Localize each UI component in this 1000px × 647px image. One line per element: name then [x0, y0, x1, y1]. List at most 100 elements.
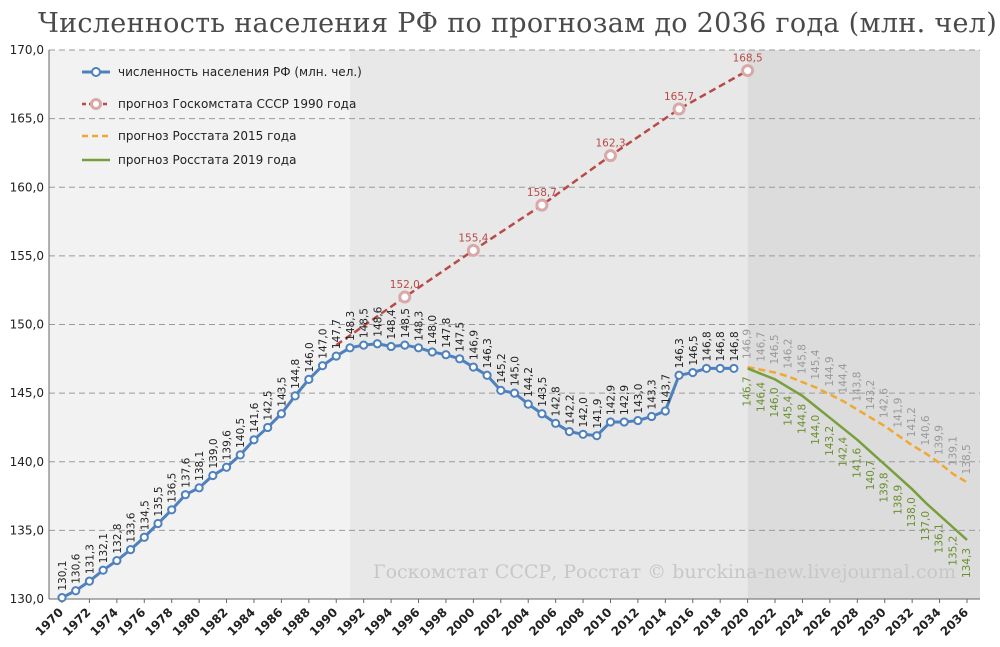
actual-data-label: 148,3 [414, 311, 426, 341]
actual-point [619, 417, 629, 427]
actual-data-label: 143,0 [633, 384, 645, 414]
actual-point [71, 586, 81, 596]
x-tick-label: 2026 [800, 605, 834, 639]
x-tick-label: 2018 [691, 605, 725, 639]
goskomstat-point [741, 64, 755, 78]
rosstat-2015-data-label: 142,6 [879, 388, 891, 418]
rosstat-2015-data-label: 141,9 [892, 398, 904, 428]
actual-data-label: 148,5 [400, 308, 412, 338]
y-tick-label: 130,0 [10, 592, 44, 606]
actual-data-label: 142,5 [263, 390, 275, 420]
x-tick-label: 2014 [636, 605, 670, 639]
actual-data-label: 148,5 [359, 308, 371, 338]
rosstat-2019-data-label: 145,4 [783, 395, 795, 425]
actual-point [125, 544, 136, 555]
goskomstat-data-label: 162,3 [595, 138, 625, 150]
actual-data-label: 146,3 [482, 338, 494, 368]
goskomstat-data-label: 155,4 [458, 232, 488, 244]
actual-point [372, 339, 382, 349]
actual-data-label: 146,3 [674, 338, 686, 368]
rosstat-2019-data-label: 137,0 [920, 511, 932, 541]
actual-point [194, 483, 204, 493]
y-tick-label: 135,0 [10, 523, 44, 537]
actual-data-label: 147,8 [441, 318, 453, 348]
actual-point [537, 409, 547, 419]
actual-point [523, 399, 533, 409]
actual-data-label: 143,5 [276, 377, 288, 407]
actual-data-label: 146,8 [729, 331, 741, 361]
chart-title: Численность населения РФ по прогнозам до… [37, 8, 998, 39]
actual-point [701, 363, 712, 374]
x-tick-label: 2036 [938, 605, 972, 639]
actual-data-label: 135,5 [153, 486, 165, 516]
actual-data-label: 130,1 [57, 561, 69, 591]
x-tick-label: 2024 [773, 605, 807, 639]
actual-point [263, 422, 273, 433]
actual-point [413, 343, 424, 353]
rosstat-2019-data-label: 144,0 [810, 415, 822, 445]
actual-point [674, 370, 684, 380]
y-tick-label: 165,0 [10, 112, 44, 126]
x-tick-label: 2028 [828, 605, 862, 639]
y-tick-label: 150,0 [10, 318, 44, 332]
actual-point [592, 431, 602, 441]
actual-data-label: 146,8 [715, 331, 727, 361]
actual-data-label: 148,4 [386, 309, 398, 339]
actual-point [331, 351, 341, 361]
actual-point [688, 367, 698, 378]
x-tick-label: 1970 [33, 605, 67, 639]
actual-point [441, 350, 451, 360]
x-tick-label: 2000 [444, 605, 478, 639]
rosstat-2019-data-label: 138,0 [906, 497, 918, 527]
legend-label: численность населения РФ (млн. чел.) [118, 65, 362, 79]
actual-data-label: 144,8 [290, 359, 302, 389]
x-tick-label: 2008 [554, 605, 588, 639]
actual-point [400, 340, 410, 350]
rosstat-2019-data-label: 135,2 [947, 536, 959, 566]
y-tick-label: 170,0 [10, 43, 44, 57]
x-tick-label: 2016 [663, 605, 697, 639]
rosstat-2015-data-label: 143,2 [865, 380, 877, 410]
actual-point [290, 391, 300, 401]
y-axis: 130,0 135,0 140,0 145,0 150,0 155,0 160,0 165,0… [10, 43, 980, 606]
actual-point [57, 593, 67, 603]
x-tick-label: 2020 [718, 605, 752, 639]
actual-point [427, 347, 437, 357]
actual-data-label: 147,5 [455, 322, 467, 352]
x-tick-label: 1982 [197, 605, 231, 639]
actual-data-label: 136,5 [167, 473, 179, 503]
actual-data-label: 139,6 [222, 430, 234, 460]
actual-data-label: 146,9 [468, 330, 480, 360]
rosstat-2019-data-label: 143,2 [824, 426, 836, 456]
y-tick-label: 140,0 [10, 455, 44, 469]
legend-label: прогноз Госкомстата СССР 1990 года [118, 97, 356, 111]
actual-data-label: 131,3 [84, 544, 96, 574]
actual-data-label: 141,6 [249, 402, 261, 432]
y-tick-label: 145,0 [10, 386, 44, 400]
rosstat-2019-data-label: 142,4 [838, 436, 850, 466]
x-tick-label: 2010 [581, 605, 615, 639]
x-tick-label: 1984 [225, 605, 259, 639]
actual-data-label: 140,5 [235, 418, 247, 448]
actual-point [139, 532, 149, 542]
rosstat-2015-data-label: 138,5 [961, 444, 973, 474]
actual-data-label: 139,0 [208, 438, 220, 468]
actual-point [84, 576, 95, 586]
x-tick-label: 1978 [142, 605, 176, 639]
actual-data-label: 133,6 [126, 512, 138, 542]
actual-point [249, 435, 259, 445]
actual-data-label: 144,2 [523, 367, 535, 397]
legend: численность населения РФ (млн. чел.) прог… [82, 65, 362, 167]
actual-point [112, 555, 122, 566]
actual-data-label: 142,2 [564, 394, 576, 424]
rosstat-2019-data-label: 141,6 [851, 447, 863, 477]
x-tick-label: 1988 [279, 605, 313, 639]
rosstat-2019-data-label: 139,8 [879, 472, 891, 502]
actual-point [98, 565, 108, 575]
actual-data-label: 142,0 [578, 397, 590, 427]
goskomstat-data-label: 158,7 [527, 187, 557, 199]
actual-data-label: 142,9 [605, 385, 617, 415]
x-tick-label: 1992 [334, 605, 368, 639]
actual-point [208, 470, 218, 481]
